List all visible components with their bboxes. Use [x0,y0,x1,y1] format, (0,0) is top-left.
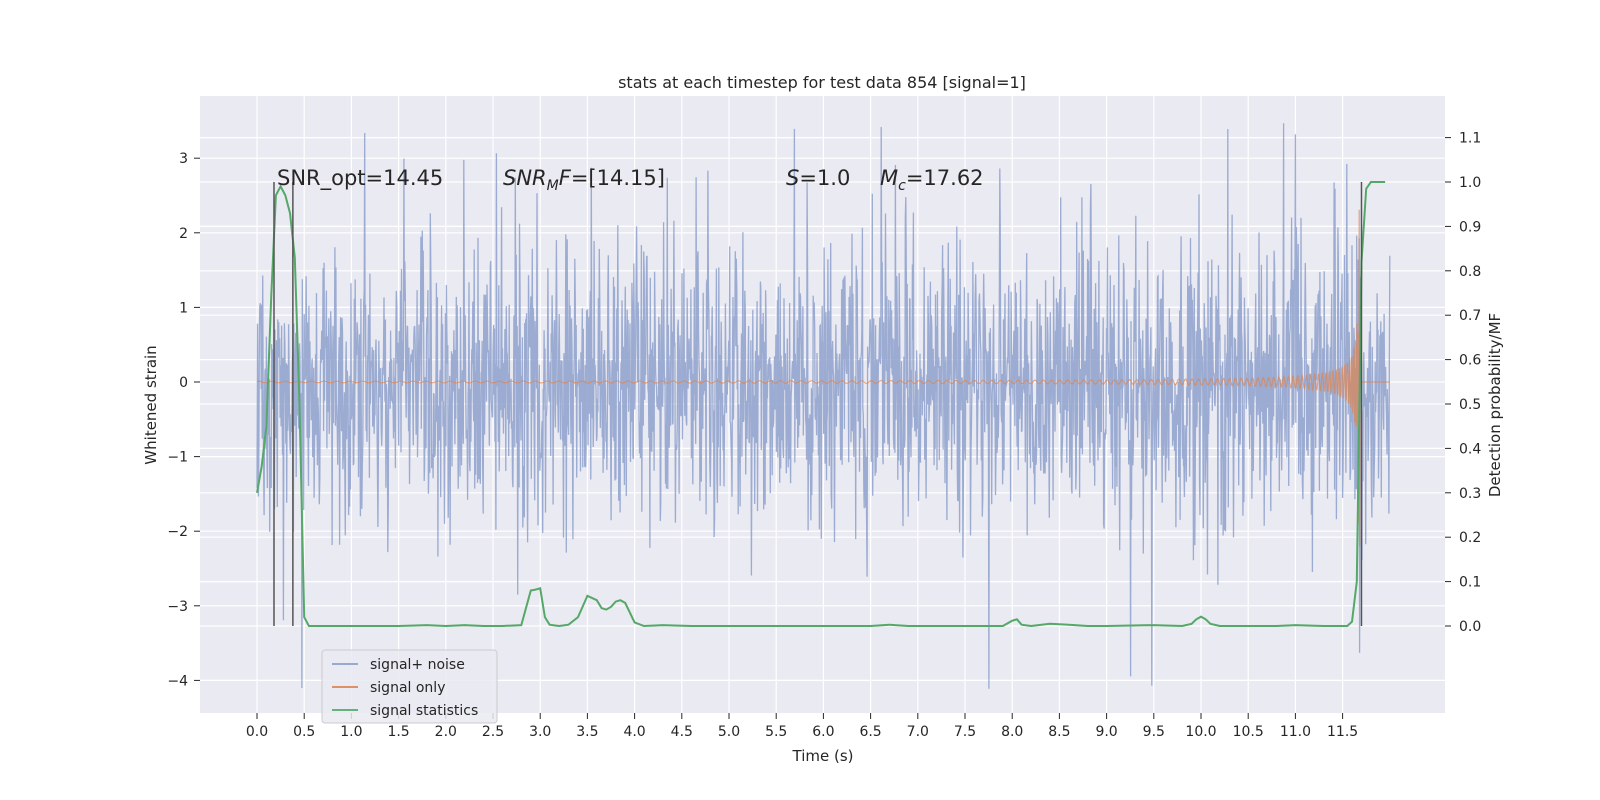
annotation-snr-opt: SNR_opt=14.45 [277,166,443,191]
x-tick-label: 7.0 [907,724,929,740]
y2-tick-label: 0.1 [1459,575,1481,591]
x-tick-label: 1.0 [340,724,362,740]
y2-axis-ticks: 1.1 1.0 0.9 0.8 0.7 0.6 0.5 0.4 0.3 0.2 0.1 0.0 [1445,131,1481,635]
x-axis-ticks: 0.0 0.5 1.0 1.5 2.0 2.5 3.0 3.5 4.0 4.5 5.0 5.5 6.0 6… [246,713,1358,740]
y-tick-label: 0 [179,375,188,391]
x-tick-label: 0.0 [246,724,268,740]
y-tick-label: −4 [167,673,188,689]
vertical-markers [273,182,1363,626]
series-signal-only [256,209,1390,547]
x-tick-label: 6.0 [812,724,834,740]
x-tick-label: 7.5 [954,724,976,740]
x-tick-label: 4.5 [671,724,693,740]
y-tick-label: 1 [179,300,188,316]
y2-axis-label: Detection probability/MF [1486,313,1504,497]
y-tick-label: −1 [167,450,188,466]
x-tick-label: 9.0 [1095,724,1117,740]
y-tick-label: 3 [179,151,188,167]
legend-label: signal statistics [370,703,478,719]
x-tick-label: 2.5 [482,724,504,740]
chart-title: stats at each timestep for test data 854… [618,73,1026,92]
y2-tick-label: 0.4 [1459,441,1481,457]
y2-tick-label: 0.5 [1459,397,1481,413]
legend-label: signal+ noise [370,657,465,673]
x-tick-label: 10.0 [1185,724,1216,740]
x-tick-label: 5.5 [765,724,787,740]
y-tick-label: −2 [167,524,188,540]
y2-tick-label: 0.8 [1459,264,1481,280]
annotation-mc: Mc=17.62 [880,166,984,194]
x-tick-label: 5.0 [718,724,740,740]
x-tick-label: 6.5 [859,724,881,740]
annotation-snr-mf: SNRMF=[14.15] [503,166,665,194]
x-tick-label: 3.0 [529,724,551,740]
y2-tick-label: 0.2 [1459,530,1481,546]
x-tick-label: 2.0 [435,724,457,740]
annotations: SNR_opt=14.45 SNRMF=[14.15] S=1.0 Mc=17.62 [277,166,984,194]
x-tick-label: 1.5 [387,724,409,740]
annotation-s: S=1.0 [786,166,850,190]
x-tick-label: 8.5 [1048,724,1070,740]
legend-box [321,649,498,724]
signal-chirp-line [256,209,1390,547]
noise-line [256,123,1391,689]
y2-tick-label: 0.3 [1459,486,1481,502]
y-tick-label: 2 [179,226,188,242]
legend-label: signal only [370,680,445,696]
x-tick-label: 8.0 [1001,724,1023,740]
x-tick-label: 10.5 [1233,724,1264,740]
y-tick-label: −3 [167,599,188,615]
x-axis-label: Time (s) [792,747,854,765]
x-tick-label: 11.0 [1280,724,1311,740]
y2-tick-label: 1.1 [1459,131,1481,147]
y2-tick-label: 0.7 [1459,308,1481,324]
y-axis-label: Whitened strain [142,345,160,464]
y2-tick-label: 0.6 [1459,353,1481,369]
y2-tick-label: 1.0 [1459,175,1481,191]
x-tick-label: 11.5 [1327,724,1358,740]
y-axis-ticks: 3 2 1 0 −1 −2 −3 −4 [167,151,200,689]
x-tick-label: 3.5 [576,724,598,740]
x-tick-label: 4.0 [623,724,645,740]
y2-tick-label: 0.9 [1459,219,1481,235]
legend: signal+ noise signal only signal statistic… [321,649,498,724]
y2-tick-label: 0.0 [1459,619,1481,635]
series-signal-statistics [256,181,1386,628]
statistics-line [256,181,1386,628]
x-tick-label: 9.5 [1143,724,1165,740]
x-tick-label: 0.5 [293,724,315,740]
series-signal-plus-noise [256,123,1391,689]
